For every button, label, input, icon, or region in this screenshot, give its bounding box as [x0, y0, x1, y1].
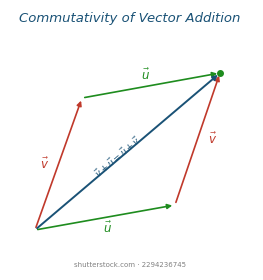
Text: Commutativity of Vector Addition: Commutativity of Vector Addition [19, 12, 241, 25]
Text: $\vec{v}$: $\vec{v}$ [40, 157, 49, 172]
Text: $\vec{v}$: $\vec{v}$ [208, 132, 217, 146]
Text: shutterstock.com · 2294236745: shutterstock.com · 2294236745 [74, 262, 186, 268]
Text: $\vec{u}$: $\vec{u}$ [103, 221, 113, 236]
Text: $\vec{v} + \vec{u} = \vec{u} + \vec{v}$: $\vec{v} + \vec{u} = \vec{u} + \vec{v}$ [92, 133, 143, 180]
Text: $\vec{u}$: $\vec{u}$ [141, 68, 150, 83]
